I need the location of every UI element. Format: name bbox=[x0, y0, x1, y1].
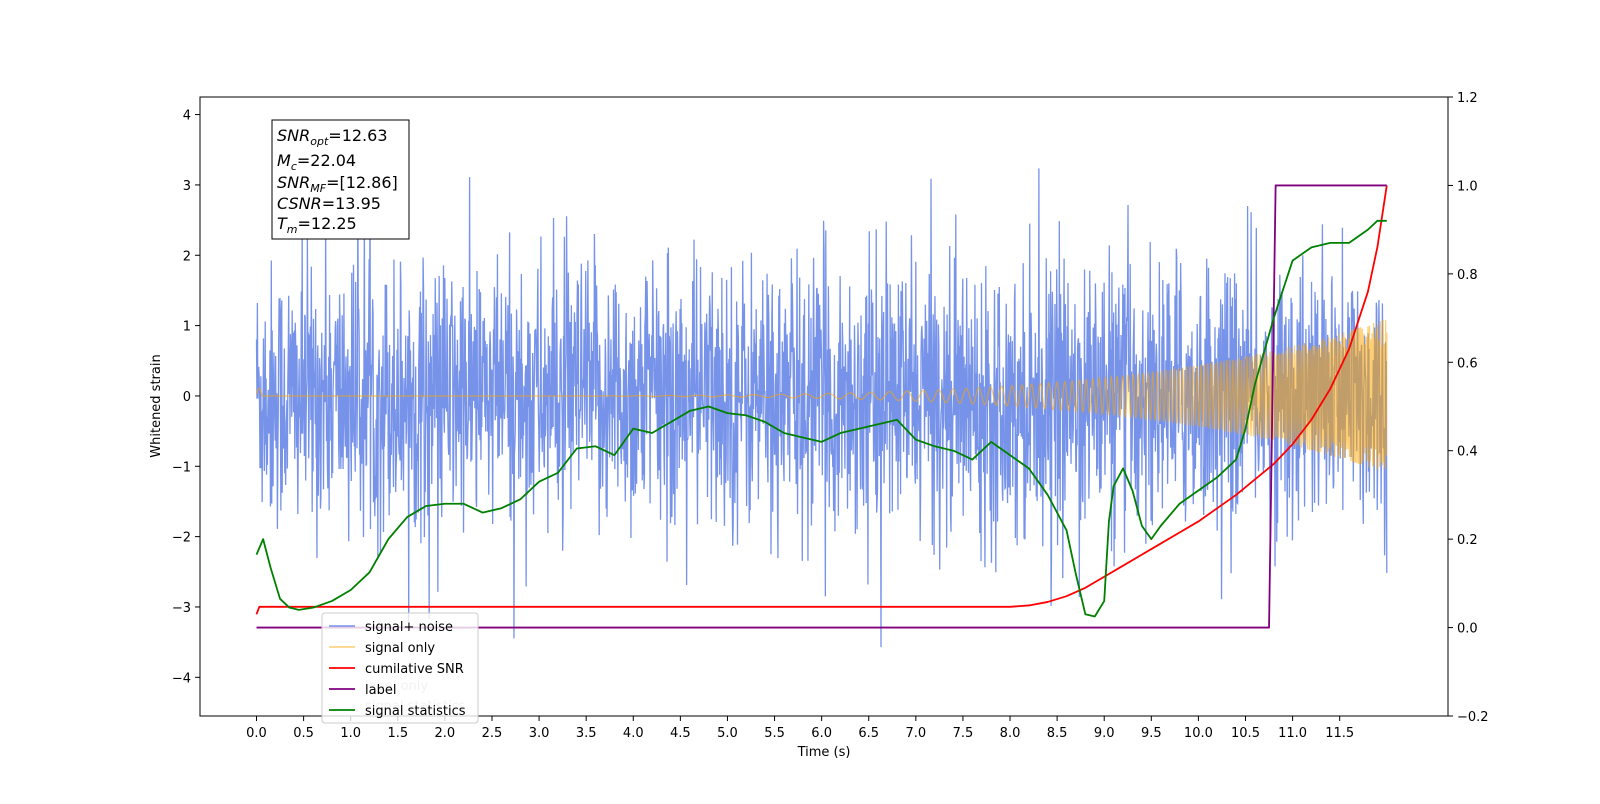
x-tick-label: 4.5 bbox=[670, 726, 691, 741]
legend-label: signal+ noise bbox=[365, 620, 453, 635]
right-y-axis: −0.2 0.0 0.2 0.4 0.6 0.8 1.0 1.2 bbox=[1448, 91, 1489, 725]
series-cumulative-snr-line bbox=[255, 185, 1388, 615]
right-y-tick-label: 0.2 bbox=[1457, 533, 1478, 548]
left-y-tick-label: −2 bbox=[172, 531, 191, 546]
annotation-line: SNRopt=12.63 bbox=[277, 126, 388, 148]
legend-box bbox=[321, 612, 479, 724]
left-y-tick-label: −1 bbox=[172, 460, 191, 475]
legend-label: label bbox=[365, 683, 396, 698]
legend: signal+ noise signal only cumilative SNR la… bbox=[321, 612, 479, 724]
x-tick-label: 10.0 bbox=[1184, 726, 1213, 741]
right-y-tick-label: 1.0 bbox=[1457, 179, 1478, 194]
x-tick-label: 2.5 bbox=[482, 726, 503, 741]
x-tick-label: 1.0 bbox=[340, 726, 361, 741]
annotation-subscript: opt bbox=[310, 135, 329, 148]
x-tick-label: 7.5 bbox=[953, 726, 974, 741]
x-tick-label: 2.0 bbox=[435, 726, 456, 741]
series-signal-statistics-line bbox=[255, 219, 1387, 618]
annotation-line: CSNR=13.95 bbox=[277, 194, 381, 213]
left-y-tick-label: 2 bbox=[183, 249, 191, 264]
plot-area bbox=[255, 141, 1388, 648]
annotation-line: SNRMF=[12.86] bbox=[277, 173, 398, 195]
annotation-line: Mc=22.04 bbox=[277, 151, 356, 173]
x-tick-label: 8.5 bbox=[1047, 726, 1068, 741]
annotation-value: =13.95 bbox=[322, 194, 381, 213]
x-tick-label: 11.0 bbox=[1278, 726, 1307, 741]
x-tick-label: 3.5 bbox=[576, 726, 597, 741]
x-tick-label: 6.0 bbox=[811, 726, 832, 741]
x-tick-label: 0.0 bbox=[246, 726, 267, 741]
left-y-tick-label: 1 bbox=[183, 320, 191, 335]
annotation-symbol: M bbox=[277, 151, 291, 170]
annotation-subscript: m bbox=[287, 223, 298, 236]
annotation-value: =[12.86] bbox=[326, 173, 398, 192]
x-tick-label: 6.5 bbox=[858, 726, 879, 741]
right-y-tick-label: −0.2 bbox=[1457, 710, 1489, 725]
left-y-tick-label: 4 bbox=[183, 109, 191, 124]
left-y-tick-label: −4 bbox=[172, 671, 191, 686]
legend-label: cumilative SNR bbox=[365, 662, 464, 677]
annotation-box bbox=[271, 119, 410, 240]
annotation-value: =12.63 bbox=[328, 126, 387, 145]
right-y-tick-label: 1.2 bbox=[1457, 91, 1478, 106]
left-y-axis: −4 −3 −2 −1 0 1 2 3 4 bbox=[172, 109, 200, 686]
right-y-tick-label: 0.6 bbox=[1457, 356, 1478, 371]
x-tick-label: 3.0 bbox=[529, 726, 550, 741]
x-tick-label: 10.5 bbox=[1231, 726, 1260, 741]
annotation-subscript: c bbox=[291, 160, 297, 173]
stats-annotation: SNRopt=12.63Mc=22.04SNRMF=[12.86]CSNR=13… bbox=[271, 119, 410, 240]
right-y-tick-label: 0.0 bbox=[1457, 622, 1478, 637]
annotation-value: =22.04 bbox=[297, 151, 356, 170]
x-tick-label: 9.0 bbox=[1094, 726, 1115, 741]
x-axis-label: Time (s) bbox=[797, 745, 851, 760]
annotation-symbol: T bbox=[277, 214, 288, 233]
x-tick-label: 4.0 bbox=[623, 726, 644, 741]
x-tick-label: 5.0 bbox=[717, 726, 738, 741]
legend-label: signal only bbox=[365, 641, 435, 656]
left-y-tick-label: 0 bbox=[183, 390, 191, 405]
x-tick-label: 9.5 bbox=[1141, 726, 1162, 741]
axes-frame bbox=[199, 96, 1449, 717]
annotation-symbol: SNR bbox=[277, 126, 310, 145]
x-tick-label: 11.5 bbox=[1325, 726, 1354, 741]
legend-label: signal statistics bbox=[365, 704, 466, 719]
annotation-line: Tm=12.25 bbox=[277, 214, 357, 236]
annotation-symbol: SNR bbox=[277, 173, 310, 192]
annotation-symbol: CSNR bbox=[277, 194, 322, 213]
left-y-tick-label: −3 bbox=[172, 601, 191, 616]
annotation-subscript: MF bbox=[310, 182, 326, 195]
x-tick-label: 5.5 bbox=[764, 726, 785, 741]
right-y-tick-label: 0.8 bbox=[1457, 268, 1478, 283]
right-y-tick-label: 0.4 bbox=[1457, 445, 1478, 460]
y-axis-label: Whitened strain bbox=[149, 354, 164, 457]
x-tick-label: 8.0 bbox=[1000, 726, 1021, 741]
left-y-tick-label: 3 bbox=[183, 179, 191, 194]
series-label-line bbox=[256, 184, 1387, 629]
series-signal-only-line bbox=[255, 319, 1388, 470]
annotation-value: =12.25 bbox=[298, 214, 357, 233]
x-tick-label: 0.5 bbox=[293, 726, 314, 741]
x-tick-label: 1.5 bbox=[387, 726, 408, 741]
x-tick-label: 7.0 bbox=[905, 726, 926, 741]
x-axis: 0.0 0.5 1.0 1.5 2.0 2.5 3.0 3.5 4.0 4.5 5.0 5.5 6.0 6… bbox=[246, 716, 1354, 741]
